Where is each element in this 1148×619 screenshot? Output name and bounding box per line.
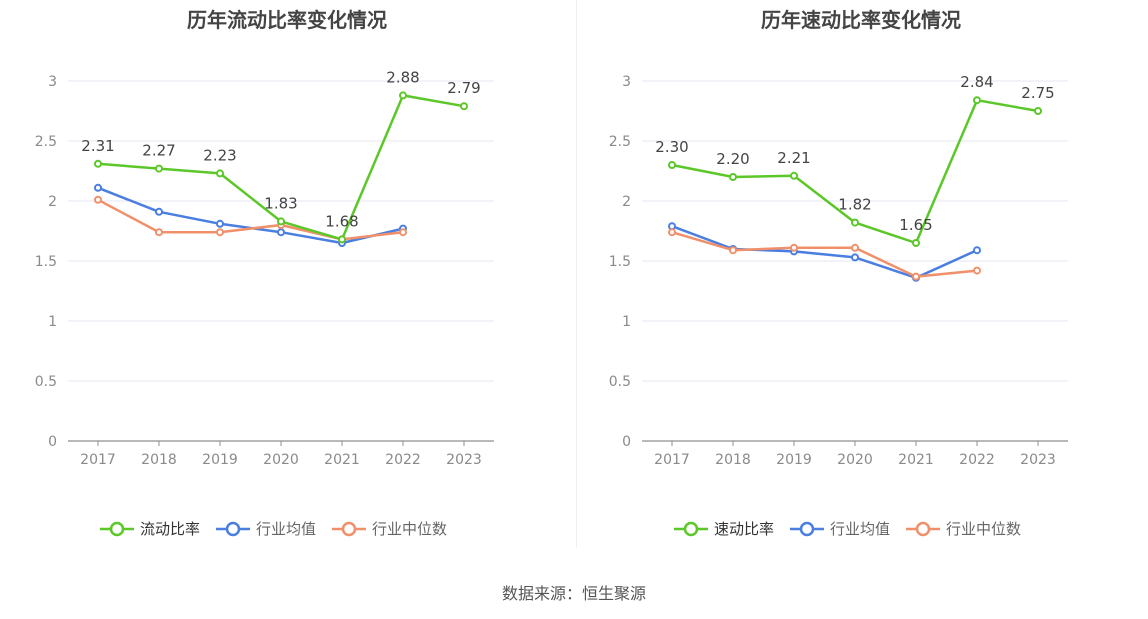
data-point (216, 228, 224, 237)
chart-panel-current-ratio: 历年流动比率变化情况 0 0.5 1 1.5 2 2.5 3 2017 2018 2019 2020… (0, 0, 574, 560)
data-point (973, 96, 981, 105)
data-point (790, 243, 798, 252)
panel-divider (576, 0, 577, 548)
y-tick-label: 2 (48, 194, 57, 210)
x-tick-label: 2020 (837, 452, 873, 468)
y-tick-label: 1.5 (35, 254, 57, 270)
y-tick-label: 1 (622, 314, 631, 330)
data-point (729, 246, 737, 255)
data-label: 2.21 (777, 149, 810, 167)
quick-ratio-chart: 0 0.5 1 1.5 2 2.5 3 2017 2018 2019 2020 2021 2022 202… (609, 73, 1068, 538)
data-point (729, 173, 737, 181)
data-label: 2.27 (142, 142, 175, 160)
y-tick-label: 1.5 (609, 254, 631, 270)
x-tick-label: 2020 (263, 452, 299, 468)
data-point (973, 266, 981, 275)
x-tick-label: 2018 (715, 452, 751, 468)
chart-panel-quick-ratio: 历年速动比率变化情况 0 0.5 1 1.5 2 2.5 3 2017 2018 2019 2020… (574, 0, 1148, 560)
x-tick-label: 2023 (446, 452, 482, 468)
y-tick-label: 2.5 (609, 134, 631, 150)
data-source-note: 数据来源：恒生聚源 (501, 584, 646, 603)
legend-label: 速动比率 (714, 520, 774, 538)
series-line-1 (671, 225, 978, 280)
legend-label: 行业均值 (256, 520, 316, 538)
data-label: 2.84 (960, 73, 993, 91)
data-label: 2.31 (81, 137, 114, 155)
data-label: 2.79 (447, 79, 480, 97)
x-tick-label: 2018 (141, 452, 177, 468)
data-label: 2.75 (1021, 84, 1054, 102)
data-point (155, 207, 163, 216)
legend-swatch-marker (799, 521, 815, 537)
data-point (668, 161, 676, 169)
legend-label: 行业中位数 (372, 520, 447, 538)
y-tick-label: 2.5 (35, 134, 57, 150)
data-label: 1.83 (264, 194, 297, 212)
legend-swatch-marker (683, 521, 699, 537)
y-tick-label: 0.5 (609, 374, 631, 390)
current-ratio-chart: 0 0.5 1 1.5 2 2.5 3 2017 2018 2019 2020 2021 2022 202… (35, 68, 494, 538)
data-label: 2.30 (655, 138, 688, 156)
data-label: 1.68 (325, 212, 358, 230)
data-point (851, 253, 859, 262)
x-tick-label: 2021 (898, 452, 934, 468)
series-line-2 (671, 231, 978, 278)
chart-title: 历年速动比率变化情况 (761, 8, 961, 32)
x-tick-label: 2017 (80, 452, 116, 468)
data-point (1034, 107, 1042, 115)
data-point (912, 239, 920, 247)
legend-swatch-marker (915, 521, 931, 537)
chart-title: 历年流动比率变化情况 (187, 8, 387, 32)
data-point (216, 219, 224, 228)
legend-label: 行业中位数 (946, 520, 1021, 538)
y-tick-label: 0 (48, 434, 57, 450)
y-tick-label: 0.5 (35, 374, 57, 390)
data-point (277, 217, 285, 226)
data-point (973, 246, 981, 255)
data-label: 1.65 (899, 216, 932, 234)
data-point (851, 243, 859, 252)
data-point (790, 171, 798, 180)
y-tick-label: 2 (622, 194, 631, 210)
data-point (94, 183, 102, 192)
legend-swatch-marker (341, 521, 357, 537)
data-label: 1.82 (838, 196, 871, 214)
data-point (94, 195, 102, 204)
data-point (460, 102, 468, 111)
x-tick-label: 2019 (776, 452, 812, 468)
data-point (94, 159, 102, 168)
data-point (338, 235, 346, 244)
data-label: 2.88 (386, 68, 419, 86)
x-tick-label: 2022 (385, 452, 421, 468)
legend-label: 流动比率 (140, 520, 200, 538)
y-tick-label: 0 (622, 434, 631, 450)
legend-swatch-marker (225, 521, 241, 537)
data-label: 2.20 (716, 150, 749, 168)
x-tick-label: 2019 (202, 452, 238, 468)
x-tick-label: 2023 (1020, 452, 1056, 468)
x-tick-label: 2021 (324, 452, 360, 468)
data-point (155, 228, 163, 237)
y-tick-label: 3 (622, 74, 631, 90)
data-point (399, 91, 407, 100)
data-point (668, 228, 676, 237)
x-tick-label: 2017 (654, 452, 690, 468)
legend-swatch-marker (109, 521, 125, 537)
data-point (155, 164, 163, 173)
x-tick-label: 2022 (959, 452, 995, 468)
data-point (277, 228, 285, 237)
data-point (216, 169, 224, 178)
data-point (912, 272, 920, 281)
legend-label: 行业均值 (830, 520, 890, 538)
data-point (851, 218, 859, 227)
y-tick-label: 1 (48, 314, 57, 330)
series-line-2 (97, 198, 404, 241)
data-label: 2.23 (203, 146, 236, 164)
y-tick-label: 3 (48, 74, 57, 90)
data-point (399, 228, 407, 237)
